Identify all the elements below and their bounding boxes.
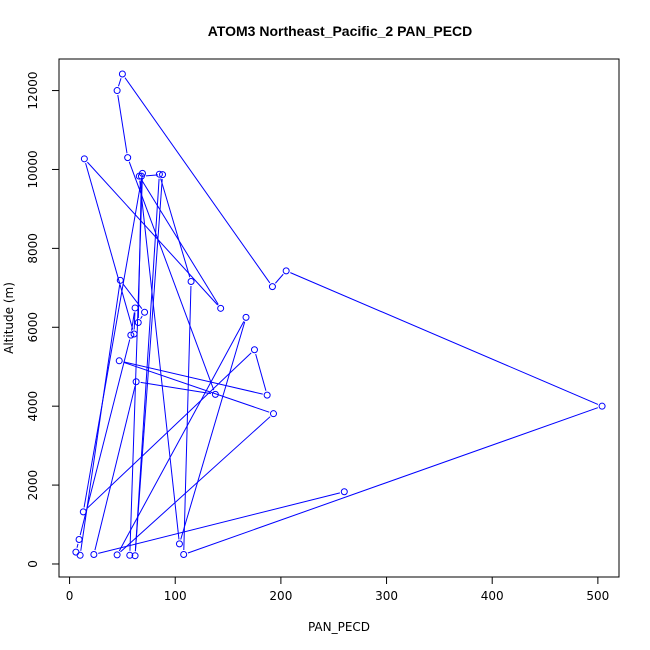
data-point bbox=[126, 551, 134, 559]
data-point bbox=[180, 551, 188, 559]
series-segment bbox=[180, 321, 246, 540]
series-segment bbox=[128, 161, 215, 391]
data-point bbox=[134, 319, 142, 327]
data-point bbox=[269, 410, 277, 418]
series-segment bbox=[123, 361, 263, 395]
series-segment bbox=[120, 416, 271, 553]
data-point bbox=[130, 330, 138, 338]
series-segment bbox=[129, 177, 143, 551]
data-point bbox=[90, 551, 98, 559]
series-segment bbox=[134, 178, 160, 552]
series-segment bbox=[117, 94, 128, 154]
x-tick-label: 200 bbox=[269, 589, 292, 603]
data-point bbox=[118, 70, 126, 78]
x-axis-label: PAN_PECD bbox=[308, 620, 370, 634]
y-tick-label: 12000 bbox=[26, 71, 40, 109]
series-segment bbox=[79, 339, 131, 536]
y-tick-label: 10000 bbox=[26, 150, 40, 188]
chart-title: ATOM3 Northeast_Pacific_2 PAN_PECD bbox=[208, 23, 473, 39]
data-point bbox=[116, 276, 124, 284]
series-segment bbox=[160, 178, 191, 278]
series-segment bbox=[98, 492, 341, 554]
series-segment bbox=[118, 78, 122, 87]
data-point bbox=[159, 171, 167, 179]
data-point bbox=[138, 169, 146, 177]
y-axis-label: Altitude (m) bbox=[2, 282, 16, 354]
series-segment bbox=[140, 381, 212, 395]
series-segment bbox=[140, 315, 143, 319]
series-segment bbox=[183, 285, 192, 551]
series-segment bbox=[124, 77, 271, 284]
series-segment bbox=[85, 163, 134, 330]
series-segment bbox=[133, 312, 136, 330]
series-segment bbox=[123, 361, 270, 413]
data-point bbox=[76, 551, 84, 559]
x-axis: 0 100 200 300 400 500 bbox=[66, 576, 609, 603]
data-point bbox=[217, 304, 225, 312]
data-point bbox=[175, 540, 183, 548]
x-tick-label: 300 bbox=[375, 589, 398, 603]
data-series bbox=[72, 70, 606, 560]
x-tick-label: 0 bbox=[66, 589, 74, 603]
series-segment bbox=[122, 283, 143, 310]
data-point bbox=[124, 154, 132, 162]
plot-frame bbox=[58, 58, 620, 578]
series-segment bbox=[141, 179, 219, 305]
data-point bbox=[127, 331, 135, 339]
y-tick-label: 0 bbox=[26, 560, 40, 568]
x-tick-label: 500 bbox=[586, 589, 609, 603]
x-tick-label: 100 bbox=[164, 589, 187, 603]
y-tick-label: 6000 bbox=[26, 312, 40, 343]
data-point bbox=[115, 357, 123, 365]
series-segment bbox=[275, 273, 284, 284]
y-axis: 0 2000 4000 6000 8000 10000 12000 bbox=[26, 71, 60, 568]
series-segment bbox=[87, 161, 218, 306]
series-segment bbox=[187, 407, 599, 554]
data-point bbox=[75, 536, 83, 544]
series-segment bbox=[139, 180, 180, 540]
series-segment bbox=[134, 179, 163, 552]
y-tick-label: 8000 bbox=[26, 233, 40, 264]
y-tick-label: 4000 bbox=[26, 391, 40, 422]
data-point bbox=[242, 313, 250, 321]
data-point bbox=[72, 548, 80, 556]
data-point bbox=[80, 155, 88, 163]
series-segment bbox=[83, 177, 143, 508]
data-point bbox=[131, 304, 139, 312]
data-point bbox=[598, 402, 606, 410]
data-point bbox=[155, 170, 163, 178]
series-segment bbox=[118, 321, 245, 552]
data-point bbox=[113, 87, 121, 95]
series-segment bbox=[255, 353, 267, 391]
data-point bbox=[282, 267, 290, 275]
data-point bbox=[141, 308, 149, 316]
series-segment bbox=[94, 385, 136, 551]
data-point bbox=[340, 488, 348, 496]
x-tick-label: 400 bbox=[481, 589, 504, 603]
data-point bbox=[250, 346, 258, 354]
data-point bbox=[187, 278, 195, 286]
data-point bbox=[268, 283, 276, 291]
data-point bbox=[79, 508, 87, 516]
data-point bbox=[211, 390, 219, 398]
series-segment bbox=[76, 543, 79, 548]
series-segment bbox=[290, 272, 599, 405]
data-point bbox=[131, 552, 139, 560]
series-segment bbox=[86, 352, 252, 510]
y-tick-label: 2000 bbox=[26, 470, 40, 501]
data-point bbox=[263, 391, 271, 399]
data-point bbox=[132, 378, 140, 386]
data-point bbox=[113, 551, 121, 559]
